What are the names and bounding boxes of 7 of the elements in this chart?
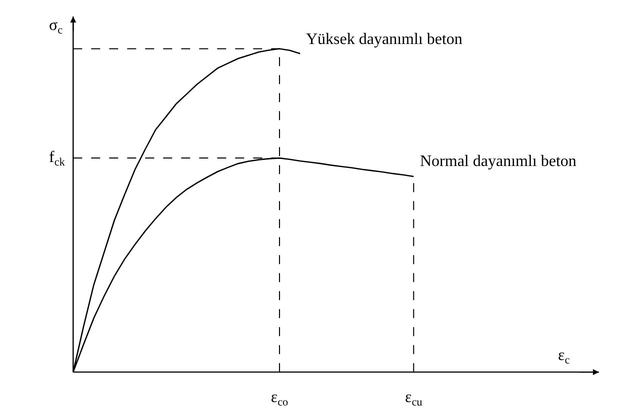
series-label: Yüksek dayanımlı beton (306, 31, 462, 48)
series-label: Normal dayanımlı beton (420, 153, 576, 170)
x-tick-label: ε$_{co}$ (270, 389, 289, 408)
x-tick-label: ε$_{cu}$ (405, 389, 423, 408)
x-axis-title: ε$_{c}$ (558, 347, 570, 366)
ref-line-label: f$_{ck}$ (49, 149, 66, 168)
y-axis-title: σ$_{c}$ (49, 17, 63, 36)
